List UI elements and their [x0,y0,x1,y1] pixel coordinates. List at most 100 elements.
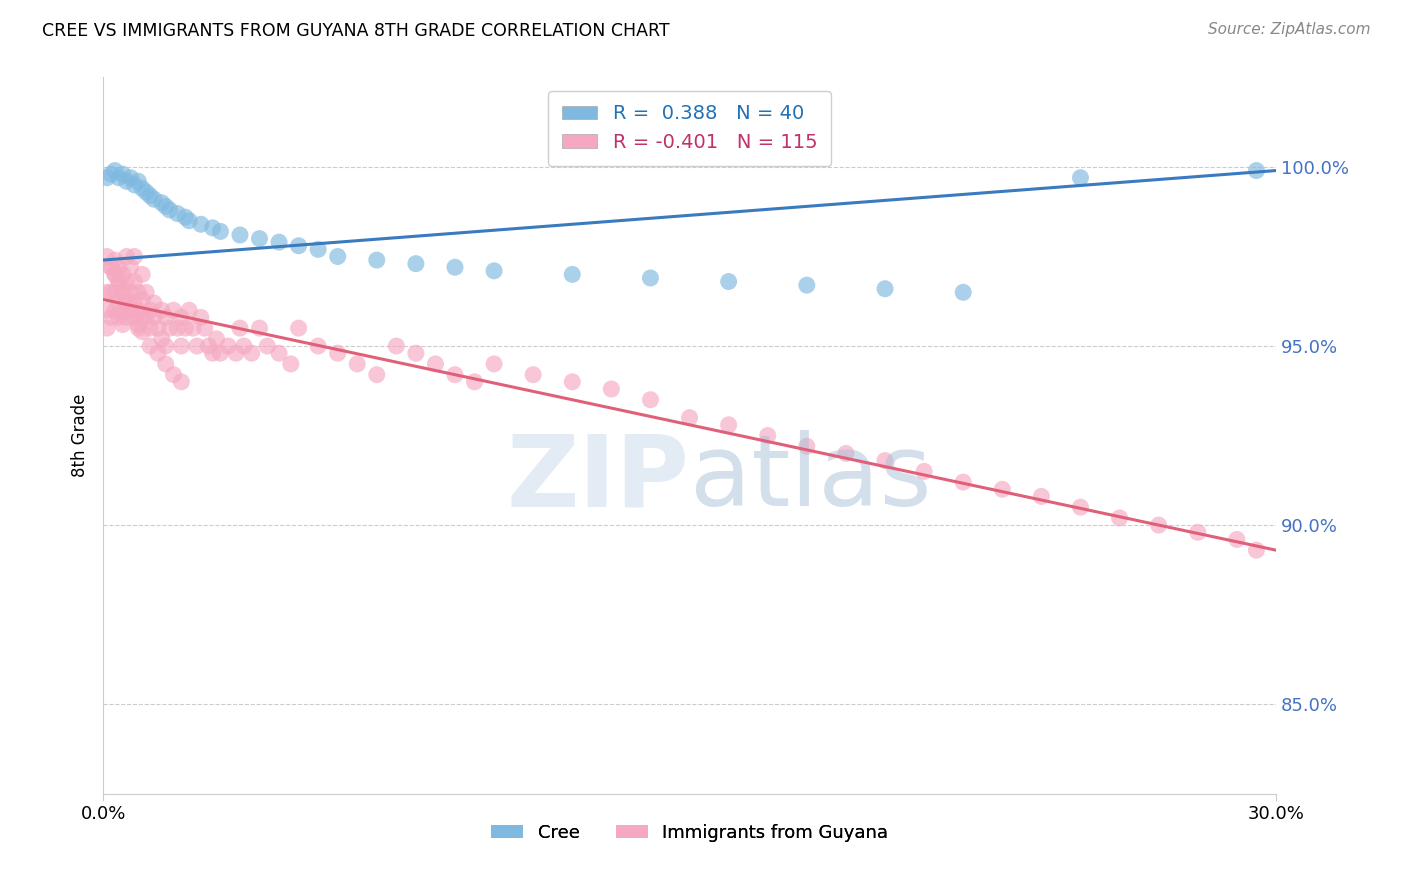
Point [1246,163,1268,178]
Point [217,339,239,353]
Point [256,339,278,353]
Point [115,250,138,264]
Point [179,213,201,227]
Point [155,199,177,213]
Point [522,368,544,382]
Point [139,339,162,353]
Point [100,260,122,275]
Point [232,339,254,353]
Point [107,260,129,275]
Point [100,260,122,275]
Text: atlas: atlas [689,430,931,527]
Point [115,296,138,310]
Point [115,174,138,188]
Point [96,250,118,264]
Point [326,346,349,360]
Point [111,285,134,300]
Point [209,346,232,360]
Point [385,339,408,353]
Point [127,318,149,332]
Point [107,275,129,289]
Point [131,325,153,339]
Point [287,239,309,253]
Point [135,285,157,300]
Point [135,185,157,199]
Point [194,321,217,335]
Point [111,167,134,181]
Point [124,310,146,325]
Point [127,285,149,300]
Point [444,368,467,382]
Point [124,275,146,289]
Point [205,332,228,346]
Point [155,339,177,353]
Point [873,282,896,296]
Point [1031,490,1053,504]
Point [1069,170,1091,185]
Point [162,368,184,382]
Point [482,264,505,278]
Point [104,285,127,300]
Point [229,321,252,335]
Point [482,357,505,371]
Point [561,375,583,389]
Point [197,339,219,353]
Point [159,202,181,217]
Point [124,250,146,264]
Point [96,321,118,335]
Point [100,285,122,300]
Point [366,253,388,268]
Point [155,357,177,371]
Point [96,170,118,185]
Point [131,310,153,325]
Point [115,310,138,325]
Point [912,464,935,478]
Point [326,250,349,264]
Point [142,310,165,325]
Point [1187,525,1209,540]
Point [120,285,142,300]
Point [124,178,146,192]
Point [640,271,662,285]
Point [127,174,149,188]
Point [201,346,224,360]
Point [115,275,138,289]
Point [150,195,173,210]
Point [640,392,662,407]
Point [115,296,138,310]
Point [104,268,127,282]
Point [120,260,142,275]
Point [120,170,142,185]
Point [1246,543,1268,558]
Point [104,163,127,178]
Point [139,188,162,202]
Point [131,181,153,195]
Point [1226,533,1249,547]
Point [146,321,169,335]
Point [139,303,162,318]
Point [170,375,193,389]
Point [96,285,118,300]
Point [135,310,157,325]
Point [124,296,146,310]
Point [111,303,134,318]
Text: ZIP: ZIP [506,430,689,527]
Point [159,321,181,335]
Point [229,227,252,242]
Point [307,243,329,257]
Point [240,346,263,360]
Point [267,235,290,249]
Point [678,410,700,425]
Point [174,321,197,335]
Point [756,428,779,442]
Text: Source: ZipAtlas.com: Source: ZipAtlas.com [1208,22,1371,37]
Point [201,220,224,235]
Point [796,278,818,293]
Point [150,303,173,318]
Point [717,417,740,432]
Point [249,321,271,335]
Point [127,303,149,318]
Point [139,321,162,335]
Point [190,310,212,325]
Point [131,268,153,282]
